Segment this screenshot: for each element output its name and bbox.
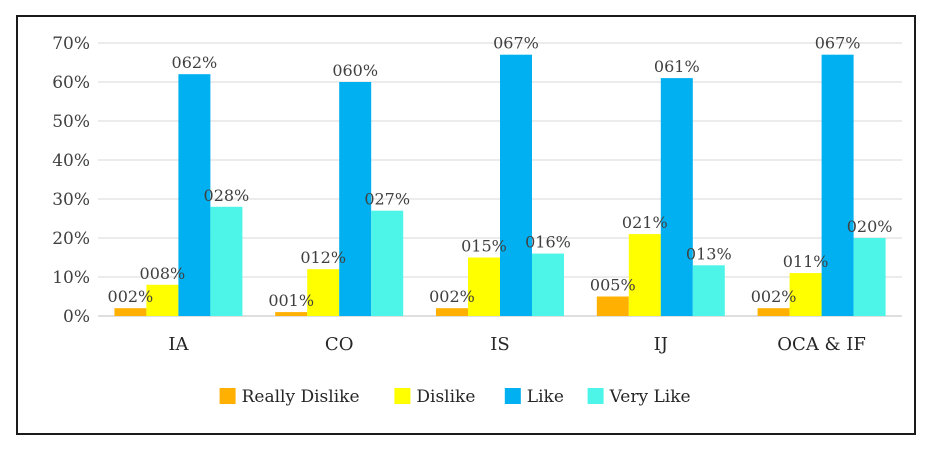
y-tick-label: 30% — [52, 190, 90, 210]
data-label: 020% — [847, 217, 893, 236]
data-label: 013% — [686, 244, 732, 263]
data-label: 008% — [140, 264, 186, 283]
bar-very-like — [371, 210, 404, 316]
data-labels: 002% 008% 062% 028% 001% 012% 060% 027% 002% 015%… — [108, 34, 893, 310]
bar-like — [660, 78, 693, 316]
data-label: 012% — [300, 248, 346, 267]
y-tick-label: 0% — [63, 307, 90, 327]
y-tick-label: 50% — [52, 112, 90, 132]
legend-swatch — [504, 388, 521, 404]
category-label: IS — [490, 334, 509, 355]
bar-like — [500, 54, 532, 316]
data-label: 027% — [364, 190, 410, 209]
data-label: 021% — [622, 213, 668, 232]
bar-really-dislike — [114, 308, 147, 316]
data-label: 062% — [172, 53, 218, 72]
bar-very-like — [532, 253, 564, 316]
bar-really-dislike — [436, 308, 468, 316]
bar-dislike — [628, 234, 661, 316]
data-label: 067% — [493, 34, 539, 53]
legend-label: Very Like — [609, 387, 691, 407]
legend-item: Very Like — [587, 387, 691, 407]
data-label: 011% — [783, 252, 829, 271]
y-tick-label: 20% — [52, 229, 90, 249]
bar-very-like — [210, 206, 243, 316]
chart-frame — [16, 15, 916, 435]
legend-item: Really Dislike — [219, 387, 360, 407]
bar-very-like — [853, 238, 886, 316]
legend: Really Dislike Dislike Like Very Like — [219, 387, 691, 407]
data-label: 005% — [590, 276, 636, 295]
legend-label: Dislike — [416, 387, 475, 407]
legend-item: Like — [504, 387, 564, 407]
bar-really-dislike — [757, 308, 790, 316]
data-label: 002% — [108, 287, 154, 306]
category-label: CO — [325, 334, 354, 355]
legend-swatch — [394, 388, 411, 404]
data-label: 060% — [332, 61, 378, 80]
y-tick-label: 60% — [52, 73, 90, 93]
bar-really-dislike — [596, 296, 629, 316]
bar-really-dislike — [275, 312, 308, 316]
data-label: 002% — [751, 287, 797, 306]
data-label: 016% — [525, 233, 571, 252]
y-tick-label: 70% — [52, 34, 90, 54]
data-label: 002% — [429, 287, 475, 306]
bar-dislike — [307, 269, 340, 316]
data-label: 015% — [461, 237, 507, 256]
bar-dislike — [146, 284, 179, 316]
bar-very-like — [692, 265, 725, 316]
legend-item: Dislike — [394, 387, 475, 407]
bar-dislike — [789, 273, 822, 316]
data-label: 001% — [268, 291, 314, 310]
bar-like — [821, 54, 854, 316]
legend-label: Like — [527, 387, 564, 407]
data-label: 061% — [654, 57, 700, 76]
legend-swatch — [219, 388, 236, 404]
category-label: OCA & IF — [777, 334, 866, 355]
category-label: IJ — [654, 334, 668, 355]
legend-label: Really Dislike — [242, 387, 360, 407]
y-tick-label: 40% — [52, 151, 90, 171]
legend-swatch — [587, 388, 604, 404]
category-labels: IA CO IS IJ OCA & IF — [168, 334, 866, 355]
y-tick-label: 10% — [52, 268, 90, 288]
data-label: 028% — [204, 186, 250, 205]
bars — [114, 54, 886, 316]
bar-like — [178, 74, 211, 316]
y-axis-ticks: 0% 10% 20% 30% 40% 50% 60% 70% — [52, 34, 90, 327]
category-label: IA — [168, 334, 189, 355]
data-label: 067% — [815, 34, 861, 53]
bar-like — [339, 82, 372, 316]
bar-dislike — [468, 257, 500, 316]
